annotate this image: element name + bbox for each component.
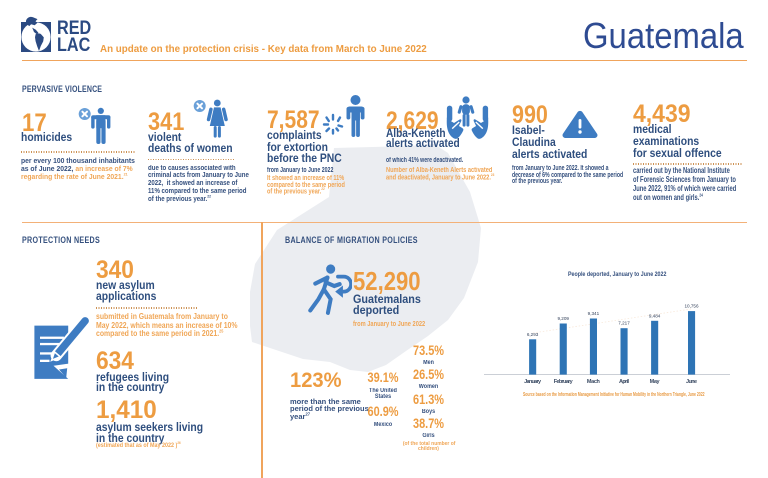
svg-text:June: June xyxy=(686,379,697,385)
svg-text:9,341: 9,341 xyxy=(588,311,600,316)
svg-text:7,217: 7,217 xyxy=(618,321,630,326)
svg-text:February: February xyxy=(554,379,574,385)
svg-text:January: January xyxy=(524,379,542,385)
svg-text:May: May xyxy=(650,379,661,385)
svg-text:Mach: Mach xyxy=(587,379,601,385)
svg-text:10,756: 10,756 xyxy=(684,304,698,309)
svg-text:9,209: 9,209 xyxy=(557,316,569,321)
svg-text:9,484: 9,484 xyxy=(649,313,661,318)
svg-text:April: April xyxy=(619,379,629,385)
svg-text:6,293: 6,293 xyxy=(527,332,539,337)
